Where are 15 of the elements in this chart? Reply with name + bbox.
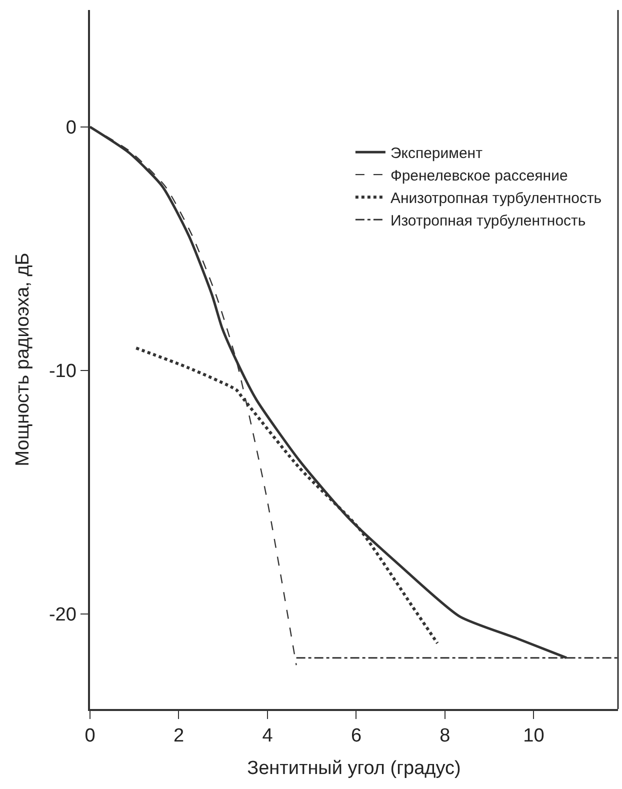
x-tick-label: 0	[84, 726, 96, 747]
x-axis-title: Зентитный угол (градус)	[247, 758, 461, 779]
x-tick-label: 2	[173, 726, 184, 747]
legend-label: Френелевское рассеяние	[390, 167, 568, 184]
x-tick-label: 8	[440, 726, 450, 747]
legend-label: Эксперимент	[390, 144, 483, 162]
legend-label: Изотропная турбулентность	[390, 212, 586, 230]
y-tick-label: -20	[48, 604, 76, 626]
legend-label: Анизотропная турбулентность	[390, 190, 602, 207]
y-axis-title: Мощность радиоэха, дБ	[12, 252, 34, 466]
x-tick-label: 6	[350, 726, 362, 747]
y-tick-label: 0	[66, 118, 76, 139]
y-tick-label: -10	[48, 361, 76, 382]
x-tick-label: 10	[523, 726, 544, 747]
x-tick-label: 4	[262, 726, 274, 747]
